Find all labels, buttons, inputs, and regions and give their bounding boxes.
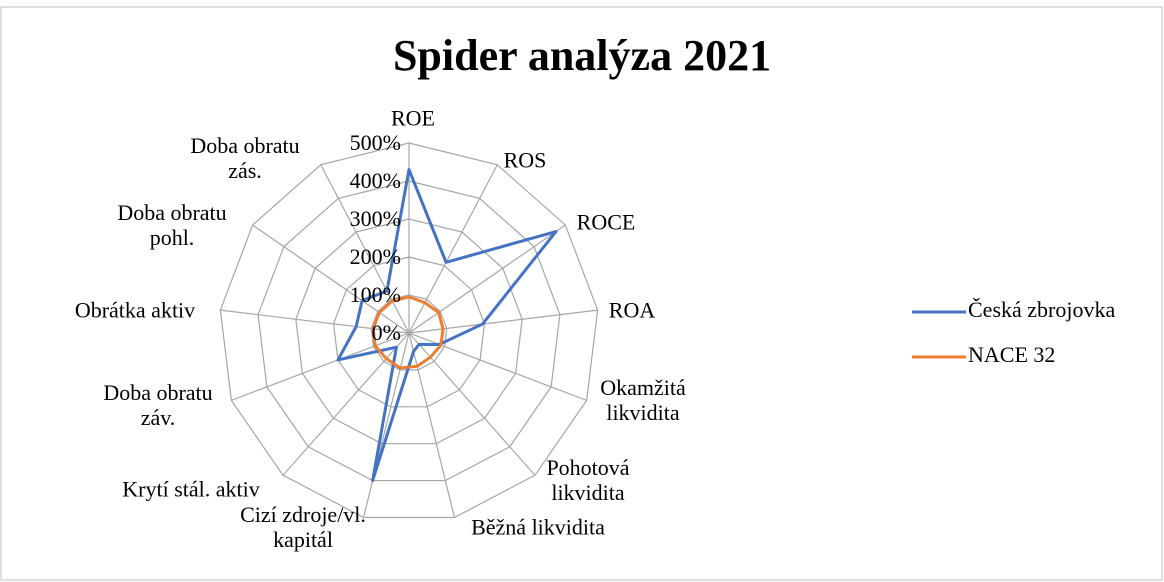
spoke [282,332,410,476]
grid-line [332,256,486,408]
category-label: Doba obratu záv. [103,380,213,430]
r-tick-label: 200% [350,244,401,269]
r-tick-label: 300% [350,206,401,231]
legend-label: NACE 32 [968,342,1055,367]
spoke [408,332,536,476]
category-label: Doba obratu pohl. [117,200,227,250]
r-tick-label: 500% [350,130,401,155]
spoke [231,332,410,401]
category-label: Běžná likvidita [471,514,605,540]
grid-line [295,218,523,445]
chart-border [0,6,1163,581]
spoke [220,309,410,334]
spoke [408,224,566,334]
category-label: Krytí stál. aktiv [122,476,260,502]
category-label: Pohotová likvidita [546,455,630,505]
r-tick-label: 0% [372,320,401,345]
category-label: Okamžitá likvidita [600,375,686,425]
r-tick-label: 400% [350,168,401,193]
legend-label: Česká zbrojovka [968,297,1115,322]
grid-line [219,142,599,519]
chart-title: Spider analýza 2021 [393,31,771,80]
series-line [371,295,445,370]
series-line [336,168,558,483]
category-label: ROA [608,297,656,323]
category-label: ROE [391,105,435,131]
category-label: Obrátka aktiv [74,297,196,323]
category-label: ROS [503,147,547,173]
spoke [408,332,456,518]
category-label: Cizí zdroje/vl. kapitál [240,502,366,552]
grid-line [257,180,561,482]
spoke [252,224,410,334]
category-label: ROCE [576,209,636,235]
category-label: Doba obratu zás. [190,133,300,183]
spoke [408,164,498,334]
r-tick-label: 100% [350,282,401,307]
spoke [362,332,410,518]
spoke [320,164,410,334]
spoke [408,309,598,334]
